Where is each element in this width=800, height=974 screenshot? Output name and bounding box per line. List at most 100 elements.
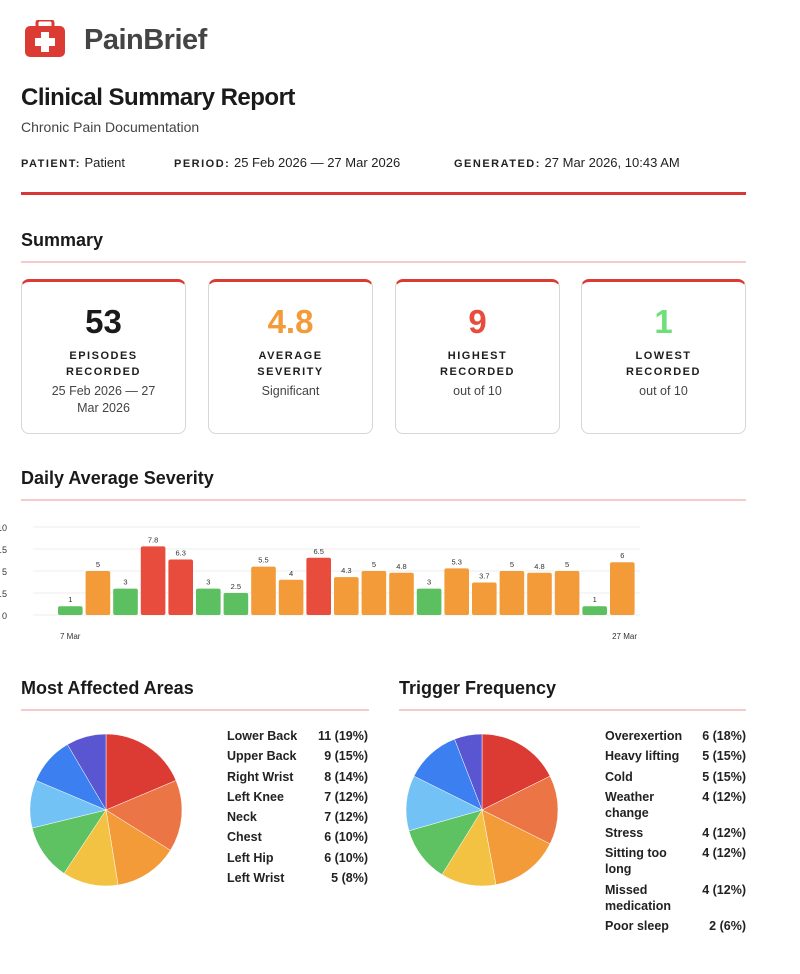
divider — [399, 709, 746, 711]
bar-value-label: 5 — [565, 560, 569, 569]
pie-slice — [481, 775, 559, 845]
bar-value-label: 7.8 — [148, 535, 158, 544]
generated-label: GENERATED: — [454, 158, 541, 170]
card-label: EPISODES RECORDED — [66, 350, 141, 378]
bar-value-label: 5.5 — [258, 556, 268, 565]
legend-value: 4 (12%) — [702, 789, 746, 804]
legend-label: Missed medication — [605, 882, 671, 913]
card-sub: out of 10 — [453, 384, 502, 398]
legend-item: Weather change 4 (12%) — [605, 789, 746, 821]
bar-value-label: 4.8 — [396, 562, 406, 571]
legend-item: Stress 4 (12%) — [605, 825, 746, 841]
page-title: Clinical Summary Report — [21, 84, 295, 111]
legend-value: 5 (15%) — [702, 749, 746, 764]
summary-card: 53 EPISODES RECORDED 25 Feb 2026 — 27 Mar … — [21, 279, 186, 434]
divider — [21, 709, 369, 711]
legend-value: 4 (12%) — [702, 846, 746, 861]
legend-item: Upper Back 9 (15%) — [227, 748, 368, 764]
legend-item: Cold 5 (15%) — [605, 769, 746, 785]
y-tick-label: 5 — [2, 567, 7, 577]
legend-value: 2 (6%) — [709, 919, 746, 934]
legend-value: 5 (8%) — [331, 871, 368, 886]
legend-item: Lower Back 11 (19%) — [227, 728, 368, 744]
areas-pie-chart — [29, 733, 183, 887]
card-sub: Significant — [261, 384, 320, 398]
legend-label: Sitting too long — [605, 846, 667, 877]
legend-item: Sitting too long 4 (12%) — [605, 845, 746, 877]
period-meta: PERIOD: 25 Feb 2026 — 27 Mar 2026 — [174, 155, 400, 170]
medical-kit-icon — [25, 20, 65, 57]
legend-label: Neck — [227, 810, 257, 825]
patient-meta: PATIENT: Patient — [21, 155, 125, 170]
card-label: LOWEST RECORDED — [626, 350, 701, 378]
divider — [21, 261, 746, 263]
summary-card: 9 HIGHEST RECORDED out of 10 — [395, 279, 560, 434]
x-tick-label: 7 Mar — [60, 632, 81, 641]
summary-heading: Summary — [21, 230, 104, 250]
legend-value: 8 (14%) — [324, 769, 368, 784]
legend-label: Upper Back — [227, 749, 297, 764]
legend-value: 9 (15%) — [324, 749, 368, 764]
legend-value: 4 (12%) — [702, 882, 746, 897]
triggers-pie-chart — [405, 733, 559, 887]
bar — [610, 562, 635, 615]
bar-value-label: 6 — [620, 551, 624, 560]
legend-value: 7 (12%) — [324, 789, 368, 804]
bar-value-label: 3 — [206, 578, 210, 587]
bar — [582, 606, 607, 615]
legend-item: Chest 6 (10%) — [227, 829, 368, 845]
legend-item: Missed medication 4 (12%) — [605, 882, 746, 914]
bar — [389, 572, 414, 615]
bar-value-label: 4.8 — [534, 562, 544, 571]
page-subtitle: Chronic Pain Documentation — [21, 119, 200, 135]
legend-label: Weather change — [605, 789, 655, 820]
bar-value-label: 4 — [289, 569, 293, 578]
bar — [223, 593, 249, 615]
areas-legend: Lower Back 11 (19%) Upper Back 9 (15%) Right… — [227, 728, 368, 890]
legend-label: Overexertion — [605, 729, 683, 743]
bar-value-label: 5 — [96, 560, 100, 569]
bar — [444, 568, 469, 615]
bar-value-label: 2.5 — [231, 582, 241, 591]
bar — [334, 577, 359, 615]
card-label: AVERAGE SEVERITY — [257, 350, 324, 378]
legend-label: Right Wrist — [227, 769, 294, 784]
pie-slice — [481, 733, 551, 811]
bar-value-label: 6.5 — [313, 547, 323, 556]
daily-heading: Daily Average Severity — [21, 468, 214, 488]
y-tick-label: 10 — [0, 523, 7, 533]
patient-label: PATIENT: — [21, 158, 81, 170]
pie-slice — [105, 780, 183, 851]
bar-value-label: 1 — [68, 595, 72, 604]
y-tick-label: 2.5 — [0, 589, 7, 599]
triggers-heading: Trigger Frequency — [399, 678, 557, 698]
bar-value-label: 1 — [593, 595, 597, 604]
bar-value-label: 5 — [372, 560, 376, 569]
legend-label: Cold — [605, 769, 633, 784]
period-value: 25 Feb 2026 — 27 Mar 2026 — [233, 155, 401, 170]
legend-item: Overexertion 6 (18%) — [605, 728, 746, 744]
areas-heading: Most Affected Areas — [21, 678, 194, 698]
pie-slice — [105, 809, 171, 886]
legend-label: Chest — [227, 830, 262, 845]
bar — [361, 571, 387, 615]
summary-card: 4.8 AVERAGE SEVERITY Significant — [208, 279, 373, 434]
summary-card: 1 LOWEST RECORDED out of 10 — [581, 279, 746, 434]
legend-value: 7 (12%) — [324, 810, 368, 825]
bar — [527, 572, 552, 615]
bar — [58, 606, 83, 615]
period-label: PERIOD: — [174, 158, 231, 170]
legend-value: 4 (12%) — [702, 826, 746, 841]
divider — [21, 499, 746, 501]
legend-value: 6 (10%) — [324, 850, 368, 865]
bar — [168, 559, 193, 615]
triggers-legend: Overexertion 6 (18%) Heavy lifting 5 (15%) C… — [605, 728, 746, 938]
bar — [140, 546, 166, 615]
bar-value-label: 3.7 — [479, 571, 489, 580]
brand-name: PainBrief — [84, 24, 207, 56]
legend-label: Left Knee — [227, 789, 284, 804]
generated-meta: GENERATED: 27 Mar 2026, 10:43 AM — [454, 155, 680, 170]
generated-value: 27 Mar 2026, 10:43 AM — [544, 155, 680, 170]
card-value: 1 — [654, 303, 673, 340]
bar-value-label: 6.3 — [175, 549, 185, 558]
